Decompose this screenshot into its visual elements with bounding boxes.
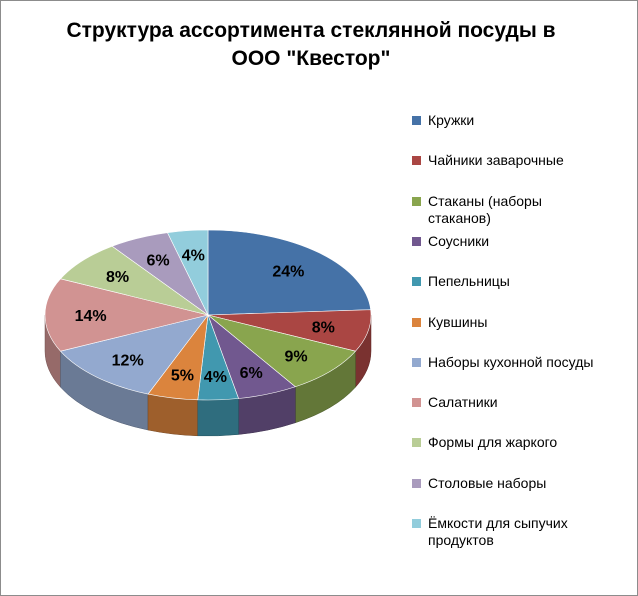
legend-label-line: продуктов — [428, 532, 494, 548]
legend-label: Формы для жаркого — [428, 434, 628, 451]
data-label-9: 6% — [146, 253, 169, 270]
legend-label-line: Салатники — [428, 394, 498, 411]
data-label-6: 12% — [112, 353, 144, 370]
pie-tops — [44, 229, 372, 401]
legend-label-line: Наборы кухонной посуды — [428, 353, 594, 370]
legend-swatch — [412, 519, 421, 528]
data-label-0: 24% — [272, 263, 304, 280]
legend-label: Салатники — [428, 394, 628, 411]
legend-label: Столовые наборы — [428, 475, 628, 492]
chart-title-line-1: Структура ассортимента стеклянной посуды… — [66, 19, 556, 42]
legend-label: Ёмкости для сыпучих продуктов — [428, 515, 628, 549]
legend-swatch — [412, 116, 421, 125]
legend-label: Кружки — [428, 112, 628, 129]
legend-swatch — [412, 398, 421, 408]
legend-swatch — [412, 317, 421, 327]
pie-slice-6 — [59, 314, 209, 395]
legend-label-line: Столовые наборы — [428, 474, 547, 491]
data-label-5: 5% — [171, 368, 194, 385]
pie-data-labels: 24% 8% 9% 6% 4% 5% 12% 14% 8% 6% 4% — [75, 247, 335, 386]
pie-slice-7 — [44, 278, 209, 352]
legend-label-line: Стаканы (наборы — [428, 192, 542, 209]
legend-label: Соусники — [428, 233, 628, 250]
data-label-7: 14% — [75, 308, 107, 325]
data-label-3: 6% — [240, 365, 263, 382]
pie-slice-10 — [167, 229, 209, 316]
legend-swatch — [412, 196, 421, 206]
legend-label-line: Соусники — [428, 232, 490, 249]
pie-slice-side — [147, 393, 199, 437]
pie-slice-side — [197, 398, 239, 437]
legend-label: Стаканы (наборы стаканов) — [428, 193, 628, 227]
legend-label: Чайники заварочные — [428, 152, 628, 169]
data-label-2: 9% — [284, 348, 307, 365]
legend-label: Наборы кухонной посуды — [428, 354, 628, 371]
legend-swatch — [412, 277, 421, 287]
pie-slice-2 — [207, 314, 357, 388]
legend-swatch — [412, 156, 421, 166]
legend-label-line: Кружки — [428, 112, 475, 128]
legend-swatch — [412, 357, 421, 367]
legend-label-line: Кувшины — [428, 313, 488, 330]
legend-label-line: Формы для жаркого — [428, 434, 558, 451]
data-label-4: 4% — [204, 369, 227, 386]
pie-slice-0 — [207, 229, 372, 316]
data-label-10: 4% — [182, 247, 205, 264]
legend-label-line: стаканов) — [428, 209, 491, 226]
legend-swatch — [412, 438, 421, 448]
data-label-8: 8% — [106, 269, 129, 286]
legend-label-line: Чайники заварочные — [428, 152, 564, 169]
chart-title: Структура ассортимента стеклянной посуды… — [41, 17, 581, 73]
legend-swatch — [412, 236, 421, 246]
legend-label: Пепельницы — [428, 273, 628, 290]
legend-label-line: Пепельницы — [428, 273, 510, 290]
legend-label: Кувшины — [428, 314, 628, 331]
legend-label-line: Ёмкости для сыпучих — [428, 515, 568, 531]
chart-title-line-2: ООО "Квестор" — [231, 47, 391, 70]
data-label-1: 8% — [312, 319, 335, 336]
legend-swatch — [412, 478, 421, 488]
